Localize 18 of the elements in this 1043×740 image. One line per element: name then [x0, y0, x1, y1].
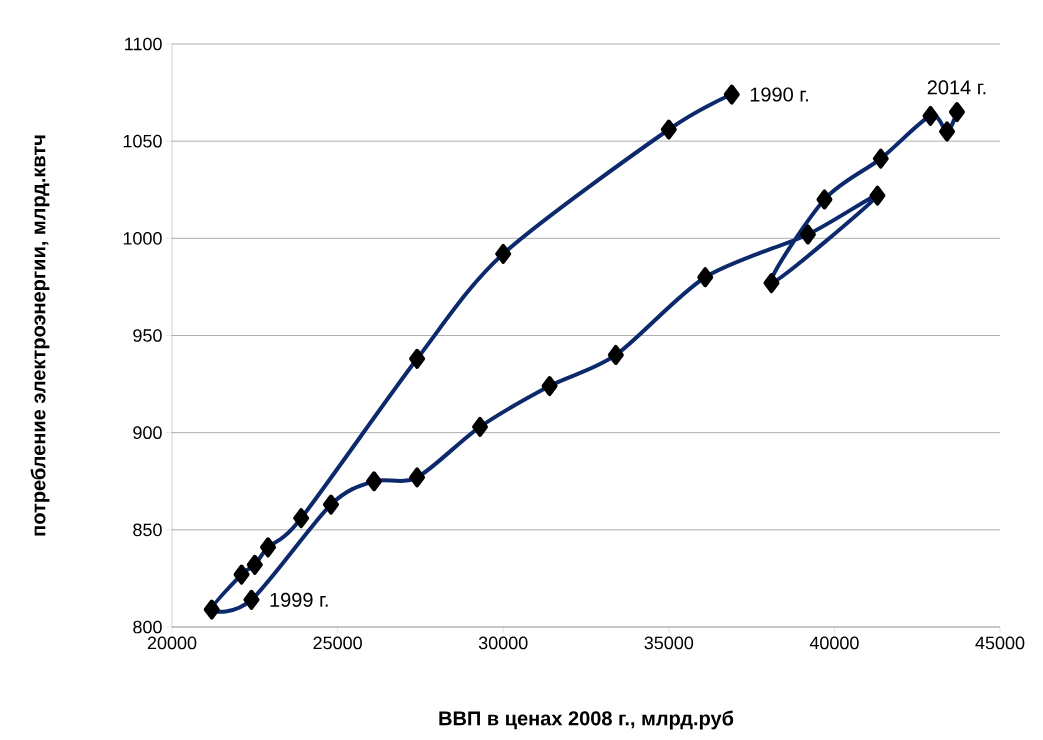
y-axis-title: потребление электроэнергии, млрд.квтч	[30, 135, 50, 536]
x-tick-label: 40000	[809, 636, 859, 650]
x-tick-label: 45000	[975, 636, 1025, 650]
x-tick-label: 35000	[644, 636, 694, 650]
x-tick-label: 25000	[313, 636, 362, 650]
y-tick-label: 1100	[125, 37, 162, 51]
annotation: 1999 г.	[270, 592, 328, 607]
x-tick-label: 30000	[478, 636, 528, 650]
y-tick-label: 1050	[123, 134, 162, 148]
annotation: 1990 г.	[750, 87, 808, 102]
y-tick-label: 950	[133, 329, 162, 342]
y-tick-label: 850	[133, 523, 162, 537]
annotation: 2014 г.	[927, 80, 986, 95]
y-tick-label: 1000	[123, 231, 162, 245]
x-tick-label: 20000	[147, 636, 197, 650]
y-tick-label: 800	[133, 620, 162, 634]
y-tick-label: 900	[133, 426, 162, 440]
x-axis-title: ВВП в ценах 2008 г., млрд.руб	[439, 710, 734, 730]
